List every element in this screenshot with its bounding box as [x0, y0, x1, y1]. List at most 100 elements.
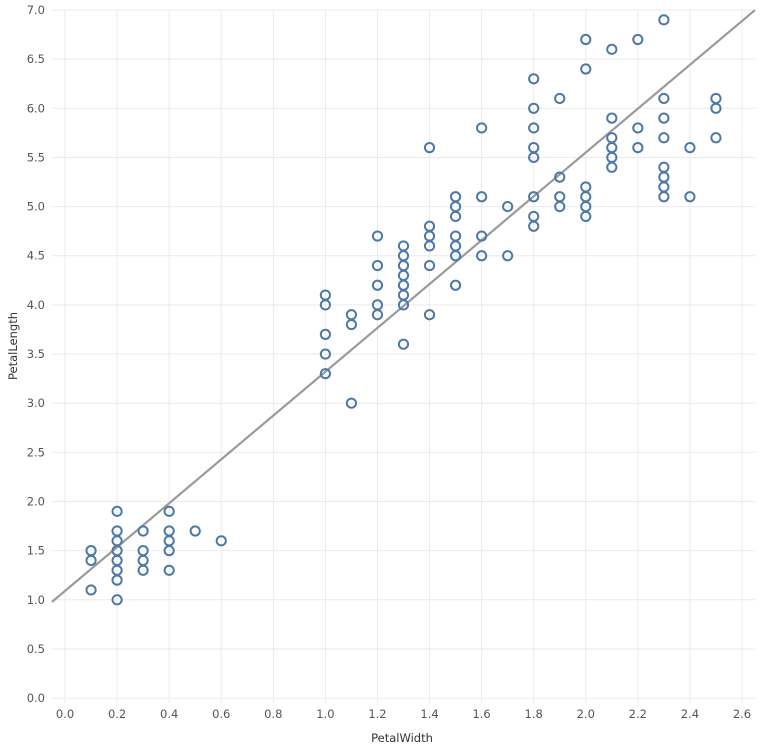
data-point[interactable]	[632, 33, 644, 46]
data-point[interactable]	[658, 132, 670, 144]
data-point[interactable]	[371, 279, 384, 291]
x-tick-label: 0.6	[212, 707, 230, 721]
data-point[interactable]	[580, 33, 592, 46]
data-point[interactable]	[554, 171, 566, 183]
data-point[interactable]	[606, 161, 618, 173]
data-point[interactable]	[658, 14, 670, 26]
y-tick-label: 3.0	[27, 396, 45, 410]
data-point[interactable]	[397, 338, 410, 350]
data-point[interactable]	[423, 259, 436, 272]
x-tick-label: 2.6	[733, 707, 751, 721]
data-point[interactable]	[710, 102, 722, 114]
data-point[interactable]	[189, 525, 201, 537]
data-point[interactable]	[449, 250, 462, 262]
data-point[interactable]	[319, 328, 331, 340]
y-axis-title: PetalLength	[6, 312, 20, 380]
data-point[interactable]	[397, 299, 410, 311]
data-point[interactable]	[554, 92, 566, 105]
x-tick-label: 2.2	[629, 707, 647, 721]
data-point[interactable]	[319, 368, 331, 380]
data-point[interactable]	[111, 574, 123, 586]
data-point[interactable]	[423, 142, 436, 154]
data-point[interactable]	[215, 535, 227, 547]
y-axis-ticks: 0.0 0.5 1.0 1.5 2.0 2.5 3.0 3.5 4.0 4.5 5.0 5.5 6.0 6…	[27, 3, 45, 705]
data-point[interactable]	[397, 289, 410, 301]
data-point[interactable]	[345, 397, 358, 409]
data-point[interactable]	[580, 63, 592, 75]
data-point[interactable]	[710, 92, 722, 105]
data-point[interactable]	[658, 112, 670, 124]
data-point[interactable]	[476, 250, 488, 262]
data-point[interactable]	[397, 279, 410, 291]
data-point[interactable]	[580, 210, 592, 223]
data-point[interactable]	[658, 171, 670, 183]
data-point[interactable]	[684, 142, 696, 154]
data-point[interactable]	[137, 554, 149, 567]
data-point[interactable]	[476, 122, 488, 134]
data-point[interactable]	[137, 564, 149, 576]
data-point[interactable]	[528, 102, 540, 114]
x-axis-title: PetalWidth	[371, 731, 433, 745]
data-point[interactable]	[632, 122, 644, 134]
x-tick-label: 0.8	[264, 707, 282, 721]
data-point[interactable]	[449, 230, 462, 242]
data-point[interactable]	[658, 161, 670, 173]
y-tick-label: 6.0	[27, 101, 45, 115]
data-point[interactable]	[528, 73, 540, 85]
data-point[interactable]	[606, 43, 618, 55]
data-point[interactable]	[345, 318, 358, 331]
data-point[interactable]	[528, 191, 540, 203]
data-point[interactable]	[137, 525, 149, 537]
data-point[interactable]	[606, 142, 618, 154]
y-tick-label: 2.0	[27, 494, 45, 508]
data-point[interactable]	[632, 142, 644, 154]
data-point[interactable]	[371, 259, 384, 272]
data-point[interactable]	[449, 191, 462, 203]
y-tick-label: 5.5	[27, 150, 45, 164]
data-point[interactable]	[397, 259, 410, 272]
data-point[interactable]	[476, 230, 488, 242]
data-point[interactable]	[449, 210, 462, 223]
data-point[interactable]	[163, 545, 175, 557]
data-point[interactable]	[319, 299, 331, 311]
y-tick-label: 1.5	[27, 544, 45, 558]
data-point[interactable]	[423, 309, 436, 321]
data-point[interactable]	[658, 92, 670, 105]
trend-line	[51, 9, 756, 603]
data-point[interactable]	[449, 240, 462, 252]
data-point[interactable]	[528, 220, 540, 232]
data-point[interactable]	[658, 191, 670, 203]
data-point[interactable]	[476, 191, 488, 203]
data-point[interactable]	[319, 348, 331, 360]
data-point[interactable]	[111, 505, 123, 517]
data-point[interactable]	[397, 269, 410, 282]
data-point[interactable]	[606, 132, 618, 144]
data-point[interactable]	[528, 122, 540, 134]
data-point[interactable]	[502, 250, 514, 262]
data-point[interactable]	[345, 309, 358, 321]
data-point[interactable]	[397, 240, 410, 252]
data-point[interactable]	[371, 309, 384, 321]
data-point[interactable]	[163, 505, 175, 517]
x-tick-label: 1.0	[316, 707, 334, 721]
data-point[interactable]	[684, 191, 696, 203]
data-point[interactable]	[449, 279, 462, 291]
data-point[interactable]	[658, 181, 670, 193]
x-tick-label: 0.0	[56, 707, 74, 721]
data-point[interactable]	[710, 132, 722, 144]
data-point[interactable]	[111, 594, 123, 606]
data-point[interactable]	[85, 584, 97, 596]
data-point[interactable]	[423, 240, 436, 252]
data-point[interactable]	[371, 230, 384, 242]
data-point[interactable]	[554, 200, 566, 213]
x-tick-label: 2.0	[577, 707, 595, 721]
data-point[interactable]	[502, 200, 514, 213]
y-tick-label: 5.0	[27, 200, 45, 214]
data-point[interactable]	[85, 554, 97, 567]
data-point[interactable]	[606, 112, 618, 124]
data-point[interactable]	[163, 564, 175, 576]
data-point[interactable]	[554, 191, 566, 203]
data-point[interactable]	[528, 151, 540, 164]
x-tick-label: 1.8	[525, 707, 543, 721]
